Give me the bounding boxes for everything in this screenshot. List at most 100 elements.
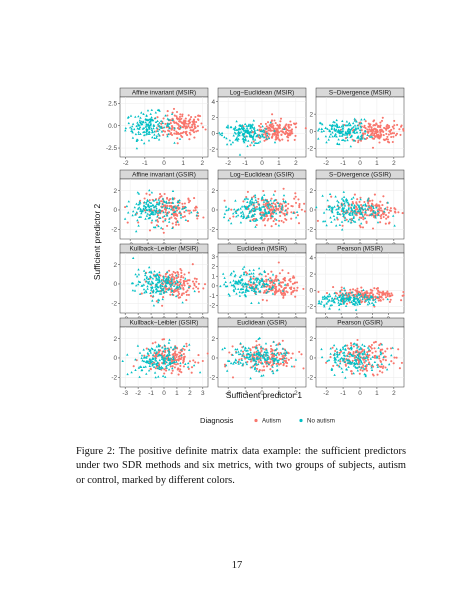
no-autism-point: [164, 219, 167, 222]
autism-point: [332, 286, 335, 289]
no-autism-point: [258, 279, 261, 282]
autism-point: [191, 126, 194, 129]
no-autism-point: [366, 199, 369, 202]
no-autism-point: [161, 284, 164, 288]
no-autism-point: [338, 365, 341, 368]
no-autism-point: [166, 353, 169, 356]
autism-point: [402, 129, 405, 132]
no-autism-point: [226, 359, 230, 362]
autism-point: [143, 197, 146, 200]
no-autism-point: [352, 372, 355, 375]
no-autism-point: [171, 201, 175, 204]
no-autism-point: [337, 301, 340, 304]
autism-point: [186, 134, 189, 137]
autism-point: [180, 356, 183, 359]
no-autism-point: [155, 350, 159, 353]
no-autism-point: [356, 346, 359, 349]
no-autism-point: [260, 133, 264, 136]
autism-point: [163, 192, 166, 196]
autism-point: [374, 135, 377, 138]
no-autism-point: [328, 205, 331, 208]
no-autism-point: [336, 125, 339, 128]
no-autism-point: [259, 289, 262, 292]
autism-point: [277, 125, 280, 128]
no-autism-point: [226, 369, 229, 372]
no-autism-point: [341, 119, 344, 122]
no-autism-point: [166, 206, 169, 209]
autism-point: [161, 338, 164, 341]
no-autism-point: [158, 280, 161, 283]
no-autism-point: [276, 352, 279, 355]
no-autism-point: [141, 127, 145, 130]
no-autism-point: [147, 139, 151, 142]
x-tick-label: 1: [277, 390, 281, 397]
no-autism-point: [262, 281, 265, 284]
no-autism-point: [149, 201, 153, 204]
no-autism-point: [327, 358, 331, 362]
no-autism-point: [383, 210, 386, 213]
no-autism-point: [358, 365, 361, 368]
autism-point: [265, 299, 268, 302]
facet-title: Pearson (MSIR): [337, 246, 383, 253]
no-autism-point: [243, 355, 246, 358]
autism-point: [161, 304, 164, 307]
autism-point: [253, 351, 256, 354]
autism-point: [371, 199, 374, 202]
autism-point: [188, 360, 191, 363]
autism-point: [278, 139, 281, 142]
no-autism-point: [252, 134, 255, 138]
autism-point: [185, 299, 188, 302]
no-autism-point: [245, 124, 248, 127]
no-autism-point: [331, 123, 334, 126]
no-autism-point: [335, 347, 338, 350]
no-autism-point: [282, 352, 286, 355]
no-autism-point: [244, 361, 248, 364]
no-autism-point: [340, 131, 343, 134]
autism-point: [386, 293, 389, 296]
no-autism-point: [346, 359, 349, 362]
autism-point: [386, 290, 389, 293]
no-autism-point: [149, 349, 152, 352]
autism-point: [206, 352, 209, 355]
no-autism-point: [328, 293, 331, 296]
autism-point: [269, 344, 272, 348]
autism-point: [373, 132, 376, 135]
no-autism-point: [353, 131, 356, 134]
no-autism-point: [346, 138, 349, 142]
no-autism-point: [258, 272, 262, 275]
no-autism-point: [273, 141, 277, 144]
no-autism-point: [360, 366, 363, 369]
autism-point: [194, 115, 197, 119]
autism-point: [272, 220, 275, 223]
no-autism-point: [168, 353, 171, 356]
autism-point: [273, 293, 276, 296]
no-autism-point: [366, 208, 369, 211]
no-autism-point: [254, 219, 257, 222]
no-autism-point: [257, 203, 261, 206]
no-autism-point: [263, 284, 266, 288]
autism-point: [193, 277, 196, 280]
no-autism-point: [253, 363, 256, 366]
autism-point: [161, 352, 164, 355]
x-tick-label: 1: [375, 390, 379, 397]
no-autism-point: [382, 355, 385, 359]
no-autism-point: [352, 139, 355, 142]
no-autism-point: [240, 278, 243, 282]
no-autism-point: [253, 278, 257, 281]
autism-point: [381, 352, 384, 355]
autism-point: [244, 271, 247, 274]
no-autism-point: [170, 280, 173, 283]
autism-point: [375, 134, 379, 137]
no-autism-point: [337, 129, 340, 132]
no-autism-point: [224, 280, 227, 283]
no-autism-point: [248, 353, 251, 356]
no-autism-point: [245, 135, 249, 138]
no-autism-point: [161, 374, 165, 377]
no-autism-point: [184, 205, 187, 209]
autism-point: [191, 123, 194, 126]
autism-point: [160, 209, 164, 212]
no-autism-point: [352, 293, 355, 296]
autism-point: [246, 360, 249, 363]
no-autism-point: [192, 364, 196, 367]
